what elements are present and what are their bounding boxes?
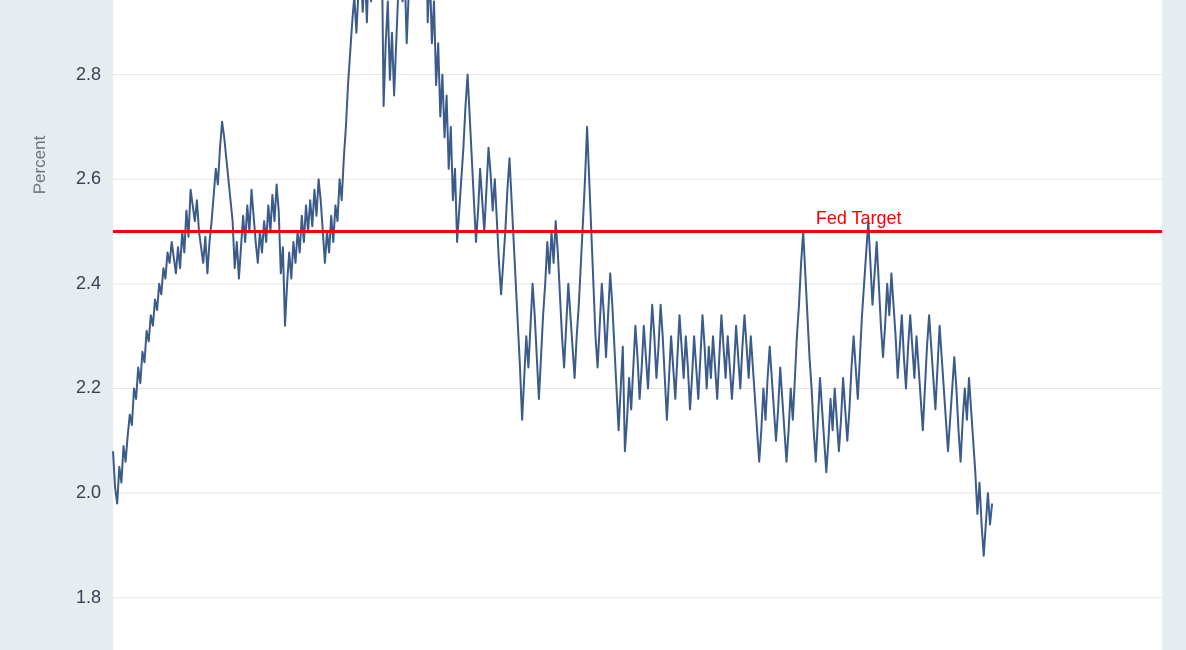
y-tick-label: 2.8 (76, 64, 101, 85)
y-tick-label: 2.0 (76, 482, 101, 503)
fed-target-label: Fed Target (816, 208, 902, 229)
y-tick-label: 2.6 (76, 168, 101, 189)
y-tick-label: 2.4 (76, 273, 101, 294)
chart-plot (0, 0, 1186, 650)
y-tick-label: 2.2 (76, 377, 101, 398)
chart-container: Percent Fed Target 1.82.02.22.42.62.83.0 (0, 0, 1186, 650)
y-tick-label: 1.8 (76, 587, 101, 608)
